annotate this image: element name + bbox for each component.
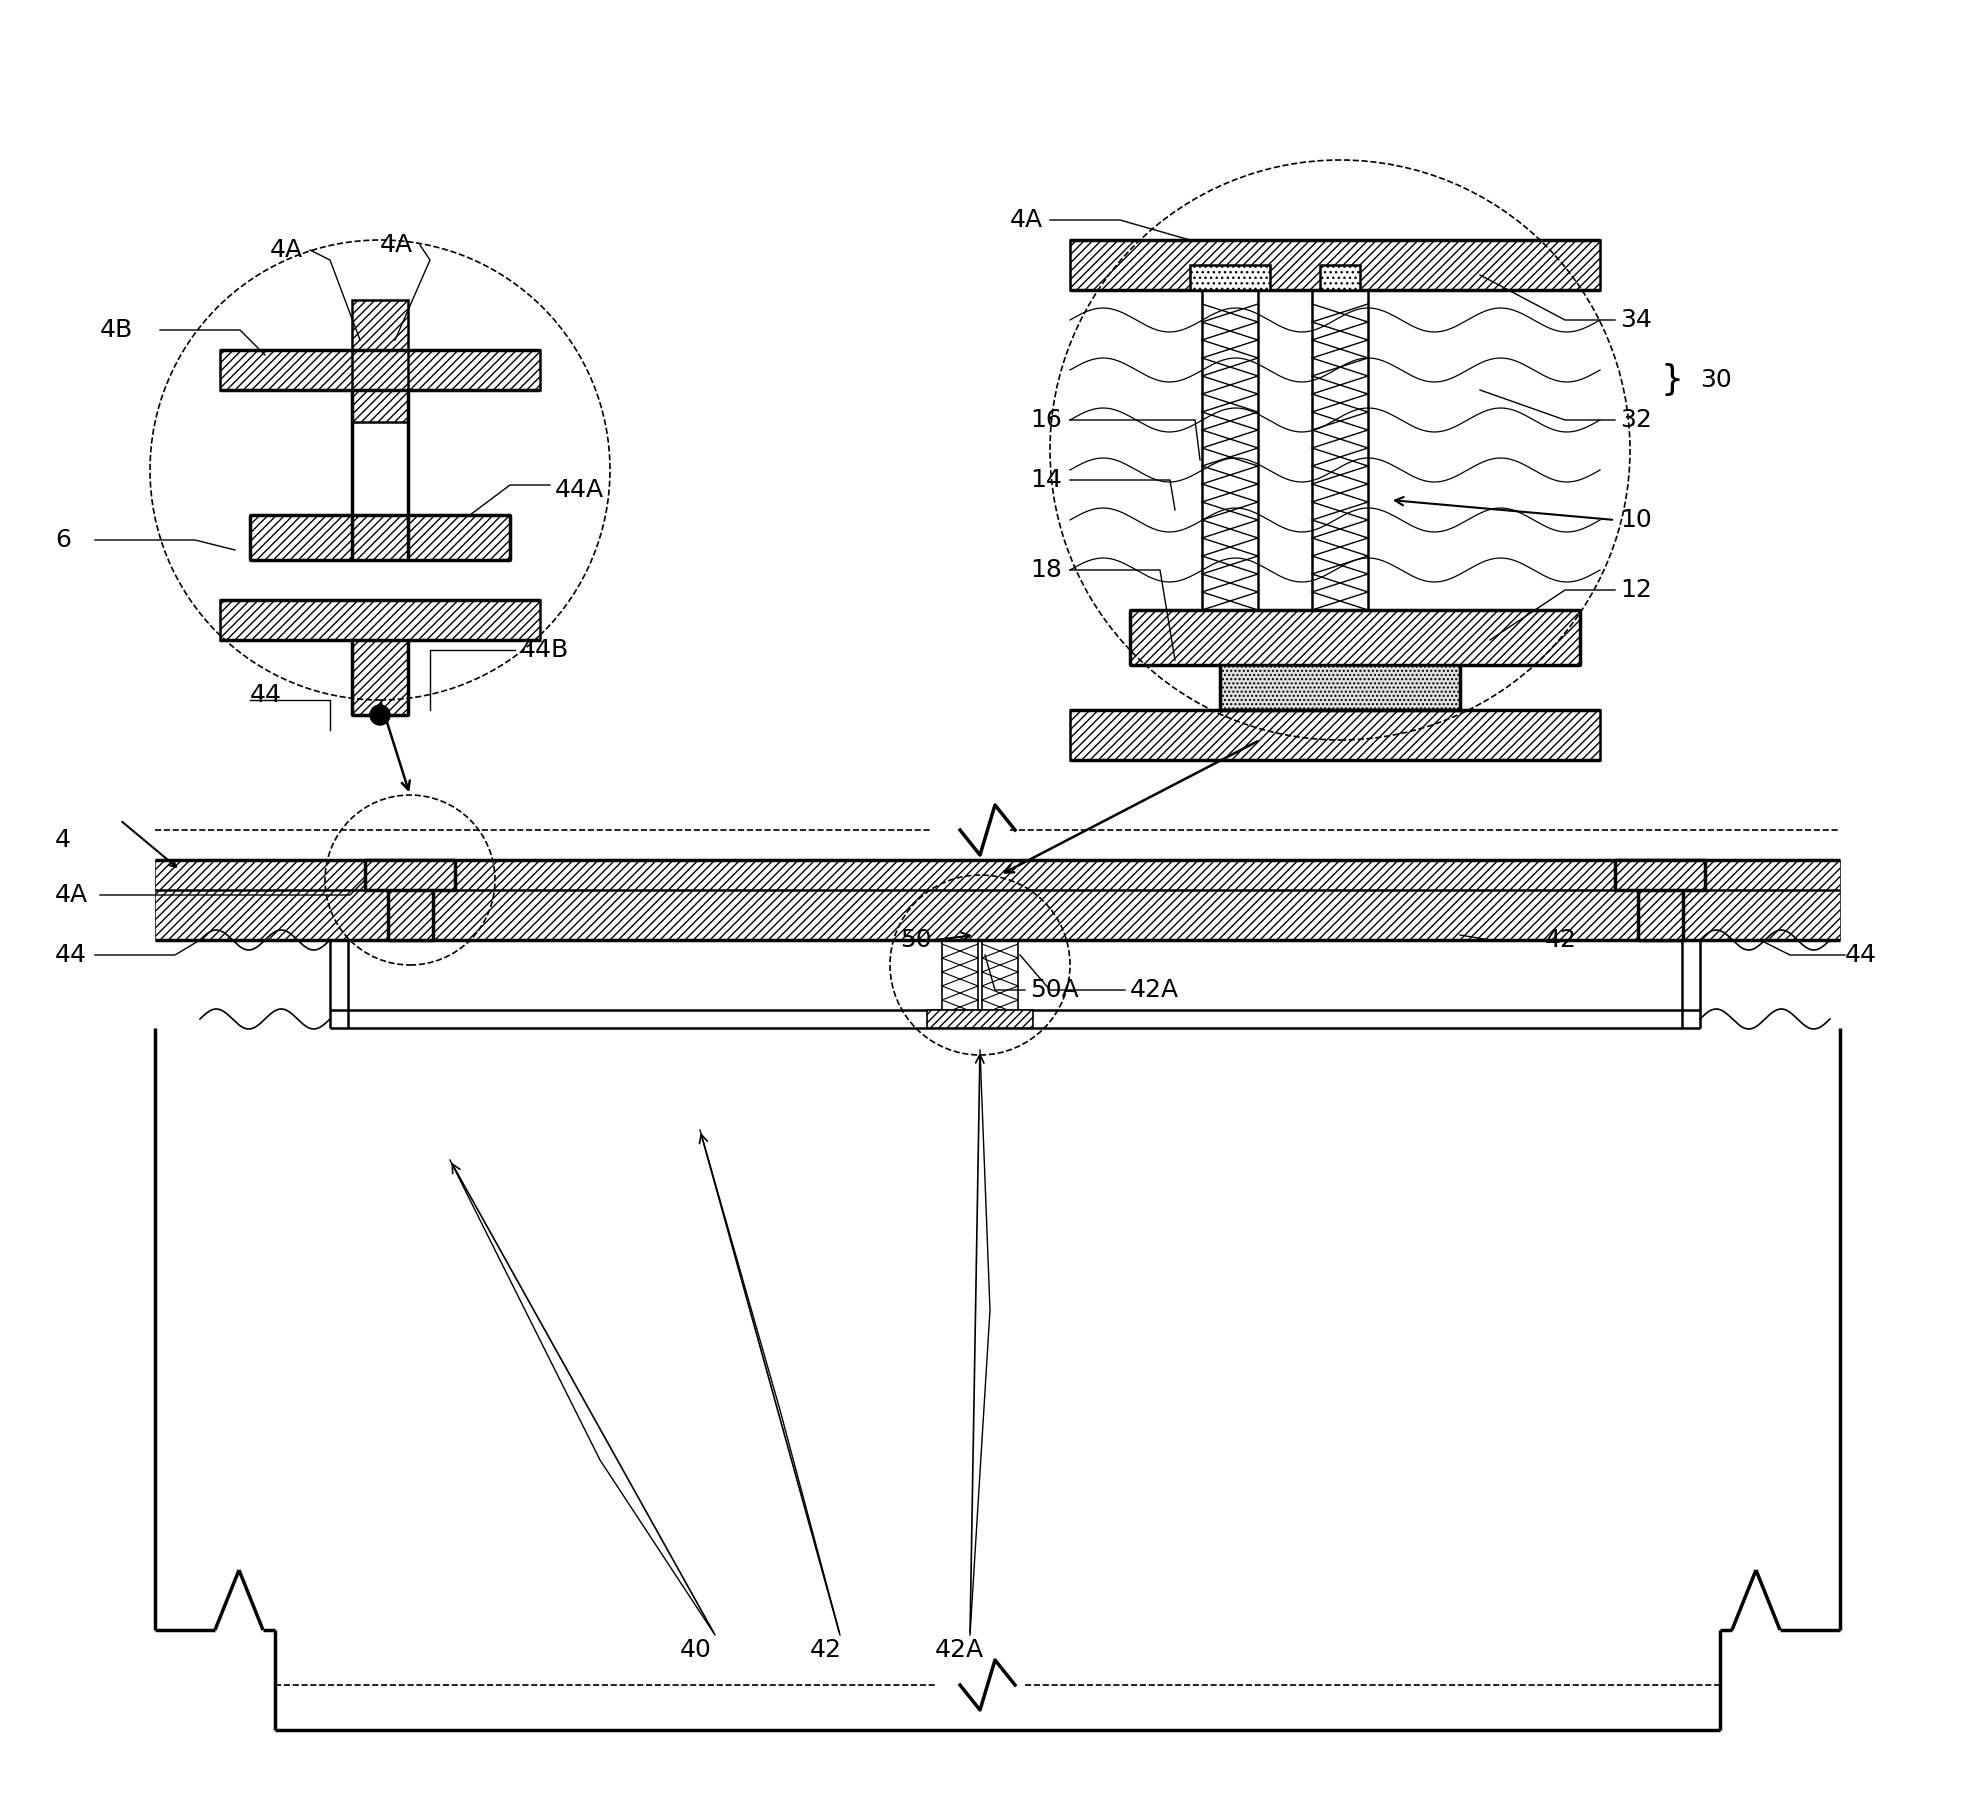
Bar bbox=[1191, 264, 1269, 290]
Bar bbox=[364, 860, 455, 891]
Bar bbox=[1220, 664, 1460, 710]
Text: 44: 44 bbox=[250, 682, 281, 708]
Text: 4A: 4A bbox=[270, 237, 303, 262]
Text: }: } bbox=[1659, 364, 1683, 396]
Bar bbox=[388, 891, 433, 939]
Text: 44: 44 bbox=[55, 943, 87, 967]
Circle shape bbox=[370, 706, 390, 726]
Text: 14: 14 bbox=[1029, 469, 1063, 492]
Text: 4B: 4B bbox=[100, 319, 134, 342]
Bar bbox=[1071, 710, 1600, 760]
Bar bbox=[1071, 241, 1600, 290]
Text: 50: 50 bbox=[899, 929, 931, 952]
Text: 34: 34 bbox=[1620, 308, 1651, 331]
Text: 18: 18 bbox=[1029, 557, 1063, 583]
Text: 10: 10 bbox=[1620, 509, 1651, 532]
Text: 42A: 42A bbox=[1130, 977, 1179, 1003]
Bar bbox=[155, 860, 1840, 939]
Bar bbox=[927, 1010, 1033, 1028]
Text: 50A: 50A bbox=[1029, 977, 1078, 1003]
Text: 42: 42 bbox=[811, 1638, 842, 1662]
Bar bbox=[1616, 860, 1704, 891]
Text: 12: 12 bbox=[1620, 577, 1651, 603]
Text: 42: 42 bbox=[1545, 929, 1576, 952]
Text: 4A: 4A bbox=[55, 883, 89, 907]
Bar bbox=[220, 599, 539, 641]
Text: 4: 4 bbox=[55, 827, 71, 853]
Text: 42A: 42A bbox=[935, 1638, 984, 1662]
Text: 32: 32 bbox=[1620, 407, 1651, 433]
Bar bbox=[1321, 264, 1360, 290]
Bar bbox=[1637, 891, 1683, 939]
Text: 44: 44 bbox=[1846, 943, 1877, 967]
Text: 30: 30 bbox=[1700, 367, 1732, 393]
Bar bbox=[220, 349, 539, 389]
Text: 44A: 44A bbox=[555, 478, 604, 501]
Text: 16: 16 bbox=[1029, 407, 1063, 433]
Text: 4A: 4A bbox=[380, 233, 413, 257]
Bar bbox=[250, 516, 510, 559]
Text: 44B: 44B bbox=[520, 637, 569, 662]
Text: 6: 6 bbox=[55, 529, 71, 552]
Bar bbox=[352, 641, 407, 715]
Bar bbox=[352, 300, 407, 422]
Text: 40: 40 bbox=[681, 1638, 712, 1662]
Text: 4A: 4A bbox=[1010, 208, 1043, 232]
Bar bbox=[1130, 610, 1580, 664]
